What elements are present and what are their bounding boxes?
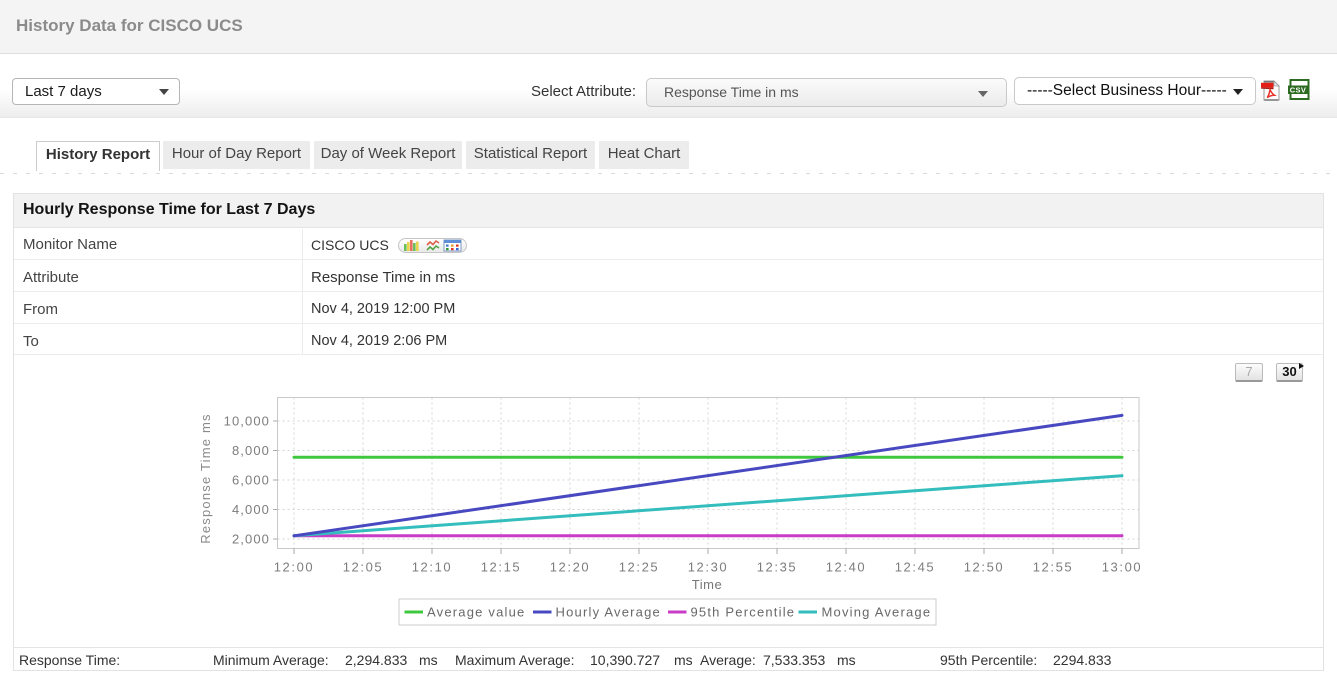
svg-text:95th Percentile: 95th Percentile <box>691 605 796 620</box>
svg-text:12:25: 12:25 <box>619 560 660 575</box>
svg-text:6,000: 6,000 <box>232 473 270 488</box>
svg-text:4,000: 4,000 <box>232 502 270 517</box>
svg-text:Moving Average: Moving Average <box>822 605 932 620</box>
svg-text:12:55: 12:55 <box>1033 560 1074 575</box>
svg-text:12:35: 12:35 <box>757 560 798 575</box>
svg-text:8,000: 8,000 <box>232 443 270 458</box>
svg-text:2,000: 2,000 <box>232 532 270 547</box>
svg-text:12:40: 12:40 <box>826 560 867 575</box>
svg-text:12:50: 12:50 <box>964 560 1005 575</box>
svg-text:CSV: CSV <box>1290 85 1307 94</box>
svg-text:12:00: 12:00 <box>274 560 315 575</box>
svg-text:Response Time ms: Response Time ms <box>198 413 213 543</box>
svg-text:12:10: 12:10 <box>412 560 453 575</box>
svg-text:12:20: 12:20 <box>550 560 591 575</box>
svg-text:10,000: 10,000 <box>224 414 270 429</box>
svg-text:Time: Time <box>692 577 722 592</box>
svg-text:12:15: 12:15 <box>481 560 522 575</box>
svg-text:12:45: 12:45 <box>895 560 936 575</box>
svg-text:12:05: 12:05 <box>343 560 384 575</box>
svg-text:Hourly Average: Hourly Average <box>556 605 661 620</box>
svg-text:12:30: 12:30 <box>688 560 729 575</box>
svg-text:Average value: Average value <box>427 605 525 620</box>
svg-text:13:00: 13:00 <box>1102 560 1143 575</box>
